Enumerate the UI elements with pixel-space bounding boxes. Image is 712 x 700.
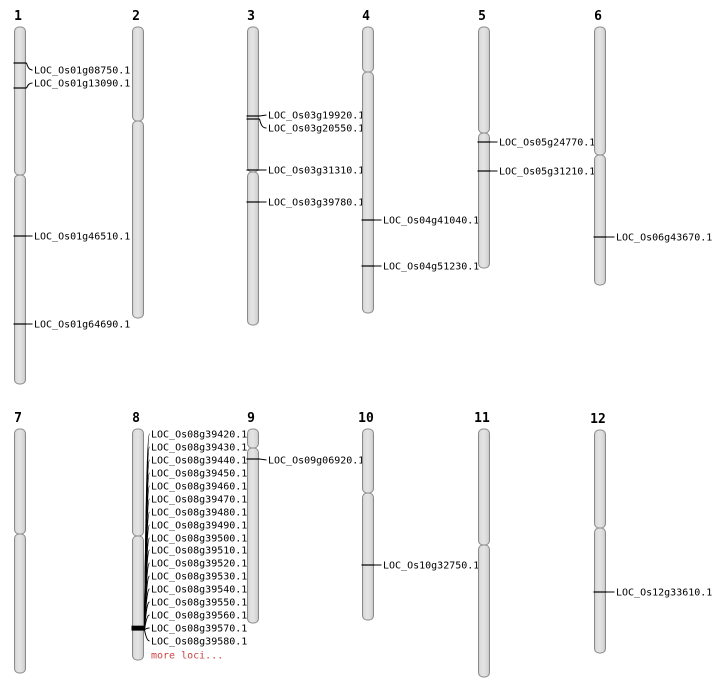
locus-label[interactable]: LOC_Os03g20550.1 xyxy=(268,124,364,135)
chromosomes-layer: 1 LOC_Os01g08750.1 LOC_Os01g13090.1 LOC_Os0… xyxy=(13,9,712,678)
chromosome-12-upper-arm xyxy=(594,429,606,529)
locus-label[interactable]: LOC_Os08g39540.1 xyxy=(151,585,247,596)
locus-label[interactable]: LOC_Os08g39490.1 xyxy=(151,521,247,532)
chromosome-5-upper-arm xyxy=(478,26,490,134)
chromosome-10-number: 10 xyxy=(358,411,374,426)
locus-label[interactable]: LOC_Os08g39420.1 xyxy=(151,430,247,441)
locus-connector xyxy=(144,627,150,631)
locus-label[interactable]: LOC_Os01g08750.1 xyxy=(34,66,130,77)
locus-label[interactable]: LOC_Os08g39460.1 xyxy=(151,482,247,493)
chromosome-10-upper-arm xyxy=(362,428,374,494)
chromosome-7-group: 7 xyxy=(14,411,26,674)
chromosome-1-lower-arm xyxy=(14,174,26,385)
chromosome-11-number: 11 xyxy=(474,411,490,426)
chromosome-2-lower-arm xyxy=(132,120,144,319)
chromosome-4-upper-arm xyxy=(362,26,374,73)
chromosome-7-lower-arm xyxy=(14,533,26,674)
locus-connector xyxy=(144,629,150,642)
chromosome-3-lower-arm xyxy=(247,171,259,326)
chromosome-10-group: 10 LOC_Os10g32750.1 xyxy=(358,411,479,621)
locus-label[interactable]: LOC_Os08g39500.1 xyxy=(151,534,247,545)
chromosome-3-number: 3 xyxy=(247,9,255,24)
locus-label[interactable]: LOC_Os08g39570.1 xyxy=(151,624,247,635)
locus-label[interactable]: LOC_Os08g39480.1 xyxy=(151,508,247,519)
chromosome-3-group: 3 LOC_Os03g19920.1 LOC_Os03g20550.1 LOC_Os0… xyxy=(246,9,364,326)
locus-label[interactable]: LOC_Os08g39450.1 xyxy=(151,469,247,480)
chromosome-3-upper-arm xyxy=(247,26,259,173)
chromosome-9-group: 9 LOC_Os09g06920.1 xyxy=(246,411,364,624)
locus-label[interactable]: LOC_Os01g46510.1 xyxy=(34,232,130,243)
locus-label[interactable]: LOC_Os05g31210.1 xyxy=(499,167,595,178)
locus-connector xyxy=(26,82,33,89)
locus-connector xyxy=(144,614,150,630)
chromosome-9-number: 9 xyxy=(247,411,255,426)
chromosome-7-number: 7 xyxy=(14,411,22,426)
locus-label[interactable]: LOC_Os03g39780.1 xyxy=(268,198,364,209)
chromosome-2-number: 2 xyxy=(132,9,140,24)
chromosome-9-upper-arm xyxy=(247,428,259,449)
locus-label[interactable]: LOC_Os08g39520.1 xyxy=(151,559,247,570)
chromosome-10-lower-arm xyxy=(362,492,374,621)
locus-label[interactable]: LOC_Os01g64690.1 xyxy=(34,320,130,331)
chromosome-8-group: 8 LOC_Os08g39420.1 LOC_Os08g39430.1 LOC_Os0… xyxy=(131,411,247,662)
chromosome-4-number: 4 xyxy=(362,9,370,24)
chromosome-6-lower-arm xyxy=(594,154,606,286)
chromosome-1-upper-arm xyxy=(14,26,26,176)
chromosome-8-lower-arm xyxy=(132,535,144,661)
chromosome-1-number: 1 xyxy=(14,9,22,24)
locus-label[interactable]: LOC_Os08g39580.1 xyxy=(151,637,247,648)
locus-label[interactable]: LOC_Os04g51230.1 xyxy=(383,262,479,273)
chromosome-5-lower-arm xyxy=(478,132,490,269)
locus-label[interactable]: LOC_Os01g13090.1 xyxy=(34,79,130,90)
chromosome-6-group: 6 LOC_Os06g43670.1 xyxy=(593,9,712,286)
chromosome-11-group: 11 xyxy=(474,411,490,678)
locus-connector xyxy=(26,62,33,71)
chromosome-11-lower-arm xyxy=(478,544,490,678)
locus-label[interactable]: LOC_Os08g39550.1 xyxy=(151,598,247,609)
locus-connector xyxy=(259,118,267,129)
locus-connector xyxy=(259,458,267,461)
locus-label[interactable]: LOC_Os05g24770.1 xyxy=(499,138,595,149)
locus-label[interactable]: LOC_Os09g06920.1 xyxy=(268,456,364,467)
chromosome-12-group: 12 LOC_Os12g33610.1 xyxy=(590,412,712,654)
locus-label[interactable]: LOC_Os06g43670.1 xyxy=(616,233,712,244)
chromosome-6-upper-arm xyxy=(594,26,606,156)
locus-label[interactable]: LOC_Os08g39470.1 xyxy=(151,495,247,506)
chromosome-8-number: 8 xyxy=(132,411,140,426)
chromosome-1-group: 1 LOC_Os01g08750.1 LOC_Os01g13090.1 LOC_Os0… xyxy=(13,9,130,385)
chromosome-6-number: 6 xyxy=(594,9,602,24)
chromosome-8-upper-arm xyxy=(132,428,144,537)
chromosome-11-upper-arm xyxy=(478,428,490,546)
chromosome-7-upper-arm xyxy=(14,428,26,535)
chromosome-5-number: 5 xyxy=(478,9,486,24)
locus-label[interactable]: LOC_Os08g39530.1 xyxy=(151,572,247,583)
chromosome-2-group: 2 xyxy=(132,9,144,319)
locus-connector xyxy=(259,114,267,117)
locus-label[interactable]: LOC_Os10g32750.1 xyxy=(383,561,479,572)
locus-label[interactable]: LOC_Os08g39430.1 xyxy=(151,443,247,454)
more-loci-link[interactable]: more loci... xyxy=(151,651,223,662)
locus-label[interactable]: LOC_Os08g39560.1 xyxy=(151,611,247,622)
locus-label[interactable]: LOC_Os03g19920.1 xyxy=(268,111,364,122)
chromosome-12-lower-arm xyxy=(594,527,606,654)
locus-label[interactable]: LOC_Os04g41040.1 xyxy=(383,216,479,227)
chromosome-2-upper-arm xyxy=(132,26,144,122)
chromosome-9-lower-arm xyxy=(247,447,259,624)
locus-label[interactable]: LOC_Os03g31310.1 xyxy=(268,166,364,177)
chromosome-4-group: 4 LOC_Os04g41040.1 LOC_Os04g51230.1 xyxy=(361,9,479,314)
locus-label[interactable]: LOC_Os08g39510.1 xyxy=(151,546,247,557)
chromosome-5-group: 5 LOC_Os05g24770.1 LOC_Os05g31210.1 xyxy=(477,9,595,269)
chromosome-12-number: 12 xyxy=(590,412,606,427)
locus-label[interactable]: LOC_Os08g39440.1 xyxy=(151,456,247,467)
chromosome-4-lower-arm xyxy=(362,71,374,314)
locus-label[interactable]: LOC_Os12g33610.1 xyxy=(616,588,712,599)
